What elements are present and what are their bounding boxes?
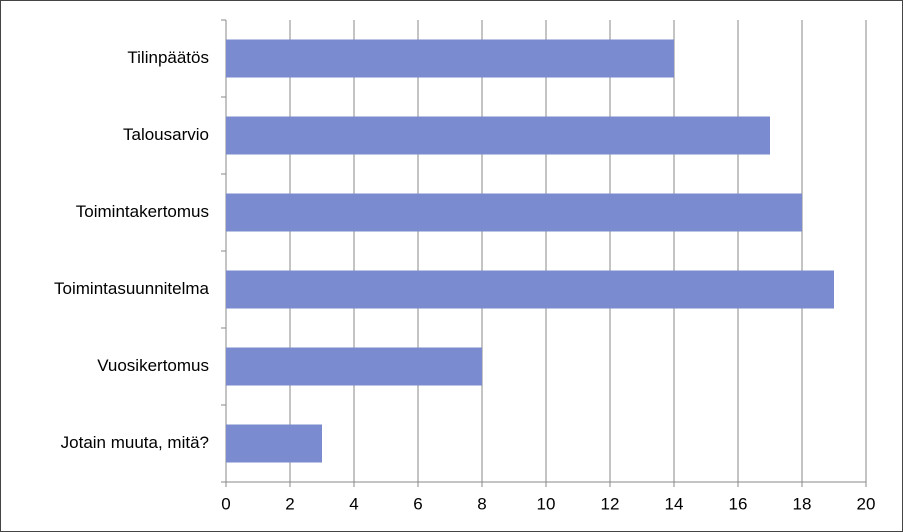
x-tick-label: 8 [477,494,486,513]
bar [226,193,802,232]
y-tick-label: Toimintakertomus [76,202,209,221]
y-tick-label: Jotain muuta, mitä? [61,433,209,452]
y-tick-label: Talousarvio [123,125,209,144]
y-tick-label: Vuosikertomus [97,356,209,375]
bar [226,424,322,463]
bar [226,116,770,155]
x-tick-label: 10 [537,494,556,513]
x-tick-label: 20 [857,494,876,513]
bar [226,347,482,386]
x-tick-label: 2 [285,494,294,513]
x-tick-label: 18 [793,494,812,513]
y-tick-label: Tilinpäätös [127,48,209,67]
x-tick-label: 4 [349,494,358,513]
x-tick-label: 0 [221,494,230,513]
x-tick-label: 6 [413,494,422,513]
x-tick-label: 12 [601,494,620,513]
x-tick-label: 14 [665,494,684,513]
y-tick-label: Toimintasuunnitelma [54,279,210,298]
bar [226,270,834,309]
bar [226,39,674,78]
x-tick-label: 16 [729,494,748,513]
